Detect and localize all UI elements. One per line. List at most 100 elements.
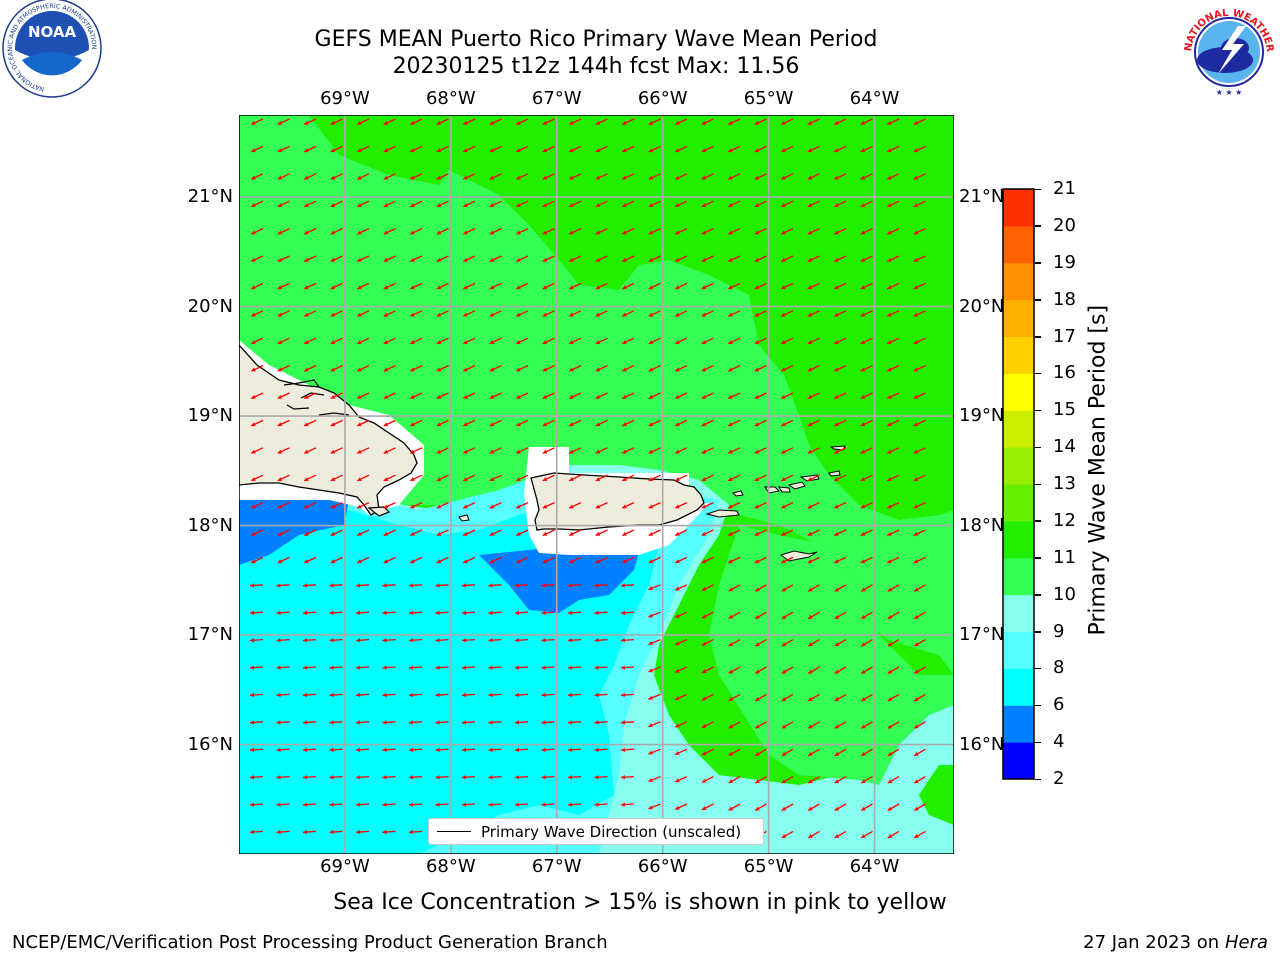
wave-arrow-head bbox=[303, 775, 308, 780]
colorbar-segment bbox=[1003, 668, 1034, 706]
wave-arrow-head bbox=[701, 175, 707, 180]
wave-arrow-head bbox=[277, 504, 283, 509]
wave-arrow-head bbox=[808, 587, 813, 592]
wave-arrow-head bbox=[304, 559, 309, 564]
wave-arrow-head bbox=[675, 696, 680, 701]
wave-arrow-head bbox=[330, 203, 336, 207]
wave-arrow-head bbox=[303, 665, 308, 670]
wave-arrow-head bbox=[834, 203, 839, 207]
colorbar-tick bbox=[1035, 409, 1041, 412]
wave-arrow-head bbox=[807, 531, 813, 536]
wave-arrow-head bbox=[410, 230, 415, 235]
wave-arrow-head bbox=[383, 449, 389, 454]
wave-arrow-head bbox=[330, 504, 336, 509]
wave-arrow-head bbox=[860, 312, 866, 317]
wave-arrow-head bbox=[675, 422, 680, 427]
wave-arrow-head bbox=[781, 559, 786, 564]
wave-arrow-head bbox=[701, 422, 707, 427]
colorbar-segment bbox=[1003, 225, 1034, 264]
wave-arrow-head bbox=[277, 120, 283, 125]
wave-arrow-head bbox=[834, 834, 840, 838]
wave-arrow-head bbox=[542, 559, 548, 564]
wave-arrow-head bbox=[463, 175, 468, 180]
wave-arrow-head bbox=[541, 747, 546, 752]
wave-arrow-head bbox=[489, 422, 495, 427]
wave-arrow-head bbox=[887, 614, 893, 619]
wave-arrow-head bbox=[357, 340, 362, 344]
wave-arrow-head bbox=[463, 504, 468, 509]
wave-arrow-head bbox=[382, 638, 387, 643]
colorbar-tick-label: 6 bbox=[1053, 694, 1065, 716]
wave-arrow-head bbox=[594, 583, 599, 588]
wave-arrow-head bbox=[754, 120, 760, 125]
wave-arrow-head bbox=[648, 203, 654, 207]
wave-arrow-head bbox=[542, 477, 548, 481]
wave-arrow-head bbox=[807, 367, 813, 372]
wave-arrow-head bbox=[276, 747, 281, 752]
wave-arrow-head bbox=[251, 120, 256, 125]
wave-arrow-head bbox=[755, 669, 760, 674]
wave-arrow-head bbox=[489, 312, 495, 317]
colorbar-tick bbox=[1035, 557, 1041, 559]
wave-arrow-head bbox=[834, 148, 839, 153]
wave-arrow-head bbox=[675, 668, 680, 673]
wave-arrow-head bbox=[622, 531, 627, 536]
wave-arrow-head bbox=[834, 285, 839, 290]
wave-arrow-head bbox=[755, 806, 760, 811]
wave-arrow-head bbox=[489, 394, 495, 399]
colorbar-tick bbox=[1035, 778, 1041, 780]
wave-arrow-head bbox=[276, 829, 281, 835]
wave-arrow-head bbox=[515, 720, 520, 725]
wave-arrow-head bbox=[648, 394, 654, 399]
wave-arrow-head bbox=[913, 312, 919, 317]
wave-arrow-head bbox=[648, 148, 654, 153]
wave-arrow-head bbox=[569, 120, 574, 125]
wave-arrow-head bbox=[887, 120, 892, 125]
wave-arrow-head bbox=[701, 203, 707, 207]
wave-arrow-head bbox=[251, 504, 256, 509]
wave-arrow-head bbox=[860, 257, 866, 262]
wave-arrow-head bbox=[329, 692, 334, 698]
wave-arrow-head bbox=[251, 449, 256, 454]
wave-arrow-head bbox=[569, 367, 574, 372]
wave-arrow-head bbox=[436, 394, 442, 399]
wave-arrow-head bbox=[357, 230, 362, 235]
period-10-11-region bbox=[239, 115, 954, 675]
wave-arrow-head bbox=[675, 477, 680, 481]
wave-arrow-head bbox=[808, 614, 813, 619]
wave-arrow-head bbox=[410, 148, 415, 153]
wave-arrow-head bbox=[462, 720, 467, 725]
vieques bbox=[705, 509, 740, 518]
lon-label: 68°W bbox=[425, 856, 476, 877]
wave-arrow-head bbox=[594, 775, 599, 780]
wave-arrow-head bbox=[251, 340, 256, 344]
wave-arrow-head bbox=[356, 610, 361, 615]
colorbar-segment bbox=[1003, 447, 1034, 485]
wave-arrow-head bbox=[409, 829, 414, 835]
wave-arrow-head bbox=[303, 802, 308, 807]
wave-arrow-head bbox=[621, 583, 626, 588]
wave-arrow-head bbox=[887, 587, 893, 592]
wave-arrow-head bbox=[251, 257, 256, 262]
wave-arrow-head bbox=[914, 642, 919, 647]
wave-arrow-head bbox=[860, 367, 866, 372]
wave-arrow-head bbox=[621, 665, 626, 670]
wave-arrow-head bbox=[675, 449, 680, 454]
wave-arrow-head bbox=[648, 777, 653, 782]
wave-arrow-head bbox=[410, 422, 415, 427]
wave-arrow-head bbox=[754, 504, 760, 509]
wave-arrow-head bbox=[860, 230, 866, 235]
wave-arrow-head bbox=[648, 805, 653, 810]
legend-line-symbol bbox=[437, 831, 471, 832]
wave-arrow-head bbox=[675, 203, 680, 207]
wave-arrow-head bbox=[648, 367, 654, 372]
wave-arrow-head bbox=[463, 312, 468, 317]
colorbar-tick bbox=[1035, 667, 1041, 670]
wave-arrow-head bbox=[409, 747, 414, 752]
wave-arrow-head bbox=[675, 750, 680, 755]
colorbar-tick-label: 8 bbox=[1053, 657, 1065, 679]
colorbar-tick bbox=[1035, 372, 1041, 375]
wave-arrow-head bbox=[701, 531, 707, 536]
wave-arrow-head bbox=[887, 724, 893, 729]
wave-arrow-head bbox=[304, 340, 309, 344]
